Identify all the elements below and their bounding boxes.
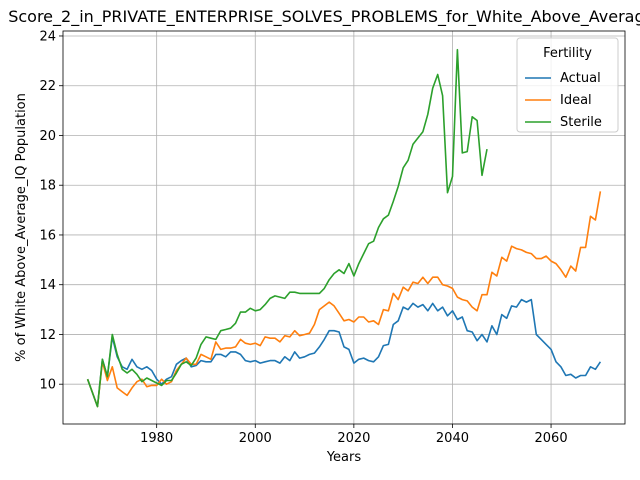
y-axis-label: % of White Above_Average_IQ Population [14, 93, 29, 362]
x-axis-label: Years [326, 450, 362, 465]
y-tick-label: 12 [39, 328, 56, 343]
chart-title: Score_2_in_PRIVATE_ENTERPRISE_SOLVES_PRO… [8, 7, 640, 27]
legend: Fertility Actual Ideal Sterile [516, 37, 619, 133]
x-tick-label: 2020 [337, 431, 370, 446]
legend-box [516, 37, 619, 133]
x-tick-label: 2000 [239, 431, 272, 446]
x-tick-label: 2040 [436, 431, 469, 446]
series-line-actual [86, 298, 602, 408]
y-tick-label: 20 [39, 129, 56, 144]
y-tick-label: 18 [39, 179, 56, 194]
y-axis-ticks: 10 12 14 16 18 20 22 24 [39, 29, 63, 393]
x-axis-ticks: 1980 2000 2020 2040 2060 [140, 424, 568, 446]
legend-label-ideal: Ideal [560, 93, 592, 108]
legend-label-actual: Actual [560, 71, 601, 86]
y-tick-label: 22 [39, 79, 56, 94]
y-tick-label: 24 [39, 29, 56, 44]
series-line-sterile [86, 48, 488, 408]
y-tick-label: 14 [39, 278, 56, 293]
legend-label-sterile: Sterile [560, 115, 602, 130]
legend-items: Actual Ideal Sterile [525, 71, 602, 130]
y-tick-label: 10 [39, 378, 56, 393]
legend-title: Fertility [543, 46, 592, 61]
grid-lines [63, 31, 625, 424]
x-tick-label: 2060 [535, 431, 568, 446]
plot-area-frame [62, 30, 626, 425]
x-tick-label: 1980 [140, 431, 173, 446]
series-lines [86, 48, 602, 408]
y-tick-label: 16 [39, 228, 56, 243]
series-line-ideal [86, 191, 602, 408]
